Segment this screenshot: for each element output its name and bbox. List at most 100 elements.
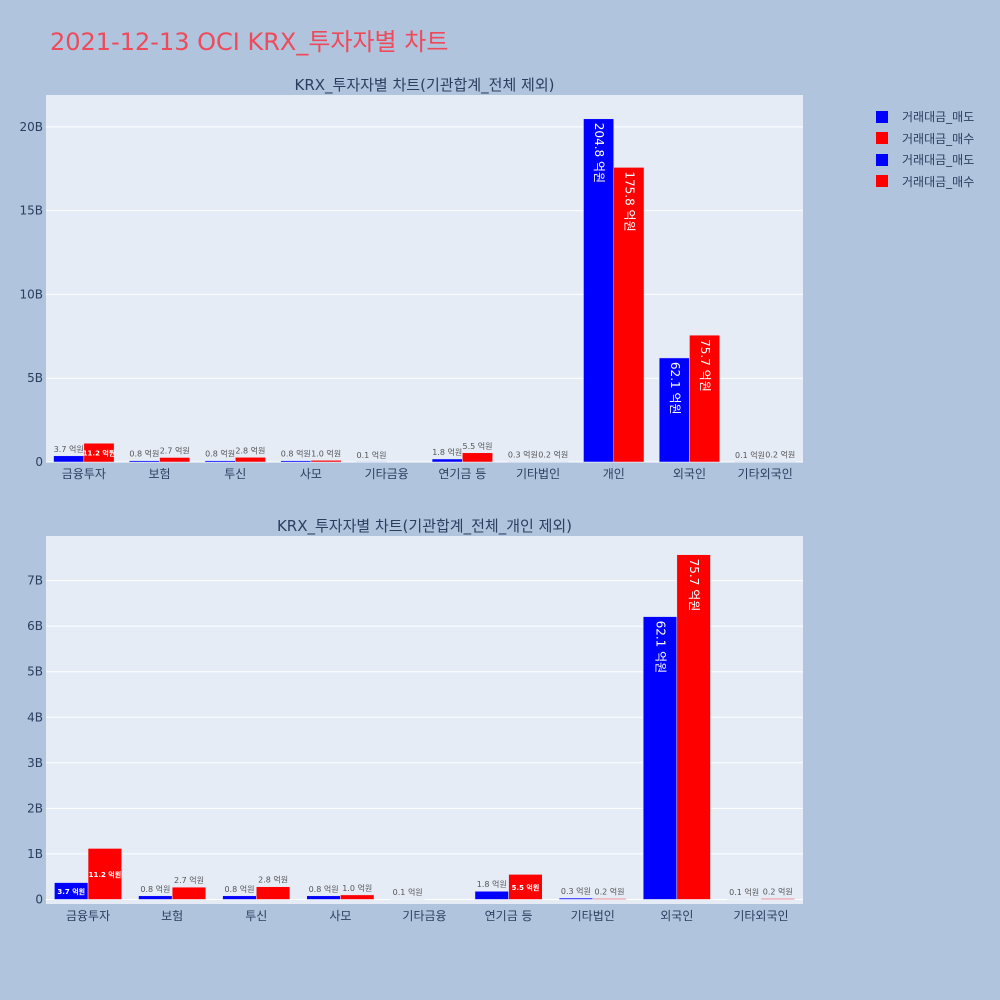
data-label: 0.1 억원 (729, 887, 759, 897)
bar-sell (222, 895, 257, 900)
y-tick-label: 0 (35, 455, 43, 469)
data-label: 62.1 억원 (668, 362, 682, 415)
x-tick-label: 기타금융 (402, 909, 446, 923)
y-tick-label: 5B (27, 371, 43, 385)
legend-item[interactable]: 거래대금_매도 (876, 106, 974, 128)
data-label: 0.2 억원 (763, 887, 793, 897)
data-label: 0.1 억원 (735, 450, 765, 460)
bar-sell (474, 890, 509, 900)
bar-sell (204, 460, 236, 463)
x-tick-label: 외국인 (673, 467, 706, 481)
y-tick-label: 10B (19, 287, 43, 301)
x-tick-label: 보험 (161, 909, 183, 923)
legend-item[interactable]: 거래대금_매수 (876, 128, 974, 150)
legend-label: 거래대금_매수 (902, 174, 975, 189)
data-label: 0.8 억원 (140, 884, 170, 894)
y-tick-label: 1B (27, 847, 43, 861)
chart-title: KRX_투자자별 차트(기관합계_전체 제외) (295, 76, 555, 95)
bar-buy (676, 554, 711, 900)
bar-buy (592, 898, 627, 900)
bar-buy (760, 898, 795, 900)
legend-label: 거래대금_매도 (902, 153, 975, 168)
data-label: 2.8 억원 (235, 445, 265, 455)
x-tick-label: 외국인 (660, 909, 693, 923)
x-tick-label: 기타법인 (571, 909, 615, 923)
data-label: 0.8 억원 (205, 449, 235, 459)
legend-swatch (876, 175, 888, 188)
y-tick-label: 7B (27, 574, 43, 588)
data-label: 5.5 억원 (462, 441, 492, 451)
legend-swatch (876, 110, 888, 123)
chart-panel-top: KRX_투자자별 차트(기관합계_전체 제외) 0 5B 10B 15B 20B 금융투자 3… (0, 70, 1000, 540)
bar-sell (53, 455, 85, 463)
x-tick-label: 투신 (224, 467, 246, 481)
x-tick-label: 투신 (245, 909, 267, 923)
x-tick-label: 금융투자 (62, 467, 106, 481)
bar-buy (171, 886, 207, 900)
page-title: 2021-12-13 OCI KRX_투자자별 차트 (50, 28, 449, 56)
data-label: 75.7 억원 (698, 339, 712, 392)
legend-item[interactable]: 거래대금_매수 (876, 171, 974, 193)
x-tick-label: 기타외국인 (733, 909, 788, 923)
y-tick-label: 6B (27, 619, 43, 633)
bar-buy (613, 167, 645, 463)
bar-buy (462, 452, 493, 463)
legend: 거래대금_매도 거래대금_매수 거래대금_매도 거래대금_매수 (876, 106, 974, 192)
data-label: 0.8 억원 (309, 884, 339, 894)
data-label: 204.8 억원 (592, 123, 606, 183)
data-label: 1.8 억원 (477, 879, 507, 889)
bar-buy (256, 886, 291, 900)
legend-label: 거래대금_매수 (902, 131, 975, 146)
x-tick-label: 기타외국인 (738, 467, 793, 481)
x-tick-label: 기타법인 (516, 467, 560, 481)
data-label: 0.2 억원 (538, 450, 568, 460)
legend-swatch (876, 132, 888, 145)
bar-sell (558, 897, 593, 900)
data-label: 1.0 억원 (311, 448, 341, 458)
bar-sell (507, 461, 539, 463)
chart-panel-bottom: KRX_투자자별 차트(기관합계_전체_개인 제외) 0 1B 2B 3B 4B 5B 6B 7… (0, 510, 1000, 980)
x-tick-label: 사모 (300, 467, 322, 481)
data-label: 0.3 억원 (508, 449, 538, 459)
bar-sell (658, 357, 690, 463)
bar-buy (310, 460, 342, 463)
y-tick-label: 4B (27, 710, 43, 724)
y-tick-label: 15B (19, 204, 43, 218)
data-label: 2.8 억원 (258, 875, 288, 885)
data-label: 0.1 억원 (357, 450, 387, 460)
chart-title: KRX_투자자별 차트(기관합계_전체_개인 제외) (277, 517, 572, 536)
data-label: 0.1 억원 (393, 887, 423, 897)
y-tick-label: 5B (27, 665, 43, 679)
data-label: 0.8 억원 (129, 449, 159, 459)
data-label: 1.8 억원 (432, 447, 462, 457)
bar-sell (306, 895, 341, 900)
x-tick-label: 기타금융 (365, 467, 409, 481)
data-label: 2.7 억원 (174, 875, 204, 885)
data-label: 0.8 억원 (281, 449, 311, 459)
legend-item[interactable]: 거래대금_매도 (876, 149, 974, 171)
bar-buy (159, 457, 191, 463)
data-label: 11.2 억원 (89, 870, 122, 879)
bar-buy (508, 874, 543, 900)
x-tick-label: 개인 (603, 467, 625, 481)
bar-buy (340, 894, 375, 900)
legend-swatch (876, 153, 888, 166)
bar-buy (83, 442, 115, 463)
bar-sell (280, 460, 312, 463)
data-label: 5.5 억원 (512, 883, 540, 892)
x-tick-label: 사모 (329, 909, 351, 923)
x-tick-label: 금융투자 (66, 909, 110, 923)
bar-sell (431, 458, 463, 463)
data-label: 0.2 억원 (765, 450, 795, 460)
y-tick-label: 2B (27, 801, 43, 815)
x-tick-label: 보험 (149, 467, 171, 481)
bar-sell (138, 895, 173, 900)
data-label: 3.7 억원 (57, 887, 85, 896)
bar-buy (689, 334, 720, 463)
data-label: 0.2 억원 (595, 887, 625, 897)
bar-buy (87, 848, 122, 900)
bar-sell (129, 460, 160, 463)
data-label: 62.1 억원 (654, 621, 668, 674)
data-label: 1.0 억원 (342, 883, 372, 893)
x-tick-label: 연기금 등 (485, 909, 533, 923)
